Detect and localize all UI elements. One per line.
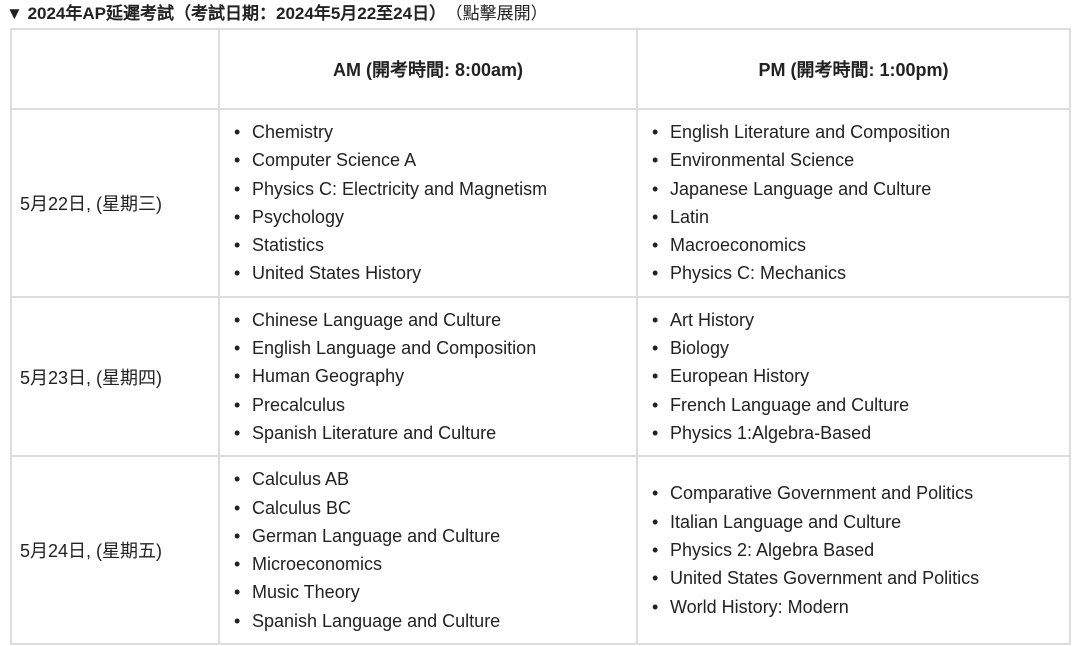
exam-subject: Microeconomics — [234, 550, 628, 579]
exam-subject: Chemistry — [234, 118, 628, 147]
exam-subject: English Literature and Composition — [652, 118, 1061, 147]
exam-subject: Spanish Language and Culture — [234, 607, 628, 636]
table-row: 5月24日, (星期五)Calculus ABCalculus BCGerman… — [10, 455, 1071, 646]
exam-subject: Japanese Language and Culture — [652, 175, 1061, 204]
exam-subject: Latin — [652, 203, 1061, 232]
header-day — [10, 28, 220, 110]
exam-subject: French Language and Culture — [652, 391, 1061, 420]
exam-subject: Precalculus — [234, 391, 628, 420]
exam-subject: United States Government and Politics — [652, 564, 1061, 593]
exam-subject: German Language and Culture — [234, 522, 628, 551]
exam-subject: European History — [652, 362, 1061, 391]
exam-subject: Italian Language and Culture — [652, 508, 1061, 537]
exam-subject: Art History — [652, 306, 1061, 335]
exam-date: 5月22日, (星期三) — [10, 108, 220, 298]
exam-list: Chinese Language and CultureEnglish Lang… — [228, 298, 628, 455]
exam-list: Calculus ABCalculus BCGerman Language an… — [228, 457, 628, 643]
exam-subject: Calculus AB — [234, 465, 628, 494]
exam-subject: Macroeconomics — [652, 231, 1061, 260]
exam-subject: Psychology — [234, 203, 628, 232]
exam-date: 5月24日, (星期五) — [10, 455, 220, 646]
exam-list: ChemistryComputer Science APhysics C: El… — [228, 110, 628, 296]
table-row: 5月22日, (星期三)ChemistryComputer Science AP… — [10, 108, 1071, 298]
exam-subject: Physics 1:Algebra-Based — [652, 419, 1061, 448]
exam-subject: Physics C: Electricity and Magnetism — [234, 175, 628, 204]
exam-subject: Physics C: Mechanics — [652, 259, 1061, 288]
exam-subject: Biology — [652, 334, 1061, 363]
exam-date: 5月23日, (星期四) — [10, 295, 220, 458]
exam-list: English Literature and CompositionEnviro… — [646, 110, 1061, 296]
exam-schedule-table: AM (開考時間: 8:00am) PM (開考時間: 1:00pm) 5月22… — [10, 28, 1071, 646]
exam-subject: Statistics — [234, 231, 628, 260]
exam-subject: World History: Modern — [652, 593, 1061, 622]
header-am: AM (開考時間: 8:00am) — [218, 28, 638, 110]
am-exams: ChemistryComputer Science APhysics C: El… — [218, 108, 638, 298]
exam-subject: Computer Science A — [234, 146, 628, 175]
exam-subject: Spanish Literature and Culture — [234, 419, 628, 448]
summary-title: 2024年AP延遲考試（考試日期：2024年5月22至24日） — [27, 4, 447, 23]
exam-subject: English Language and Composition — [234, 334, 628, 363]
expand-hint: （點擊展開） — [454, 4, 548, 23]
exam-list: Art HistoryBiologyEuropean HistoryFrench… — [646, 298, 1061, 455]
exam-subject: Human Geography — [234, 362, 628, 391]
am-exams: Chinese Language and CultureEnglish Lang… — [218, 295, 638, 458]
am-exams: Calculus ABCalculus BCGerman Language an… — [218, 455, 638, 646]
table-row: 5月23日, (星期四)Chinese Language and Culture… — [10, 295, 1071, 458]
exam-subject: United States History — [234, 259, 628, 288]
exam-subject: Physics 2: Algebra Based — [652, 536, 1061, 565]
pm-exams: Comparative Government and PoliticsItali… — [636, 455, 1071, 646]
exam-subject: Music Theory — [234, 578, 628, 607]
header-pm: PM (開考時間: 1:00pm) — [636, 28, 1071, 110]
exam-subject: Environmental Science — [652, 146, 1061, 175]
exam-subject: Calculus BC — [234, 494, 628, 523]
exam-subject: Comparative Government and Politics — [652, 479, 1061, 508]
exam-list: Comparative Government and PoliticsItali… — [646, 471, 1061, 628]
exam-subject: Chinese Language and Culture — [234, 306, 628, 335]
pm-exams: English Literature and CompositionEnviro… — [636, 108, 1071, 298]
triangle-down-icon: ▼ — [6, 4, 23, 23]
pm-exams: Art HistoryBiologyEuropean HistoryFrench… — [636, 295, 1071, 458]
details-summary-toggle[interactable]: ▼ 2024年AP延遲考試（考試日期：2024年5月22至24日） （點擊展開） — [6, 2, 548, 26]
